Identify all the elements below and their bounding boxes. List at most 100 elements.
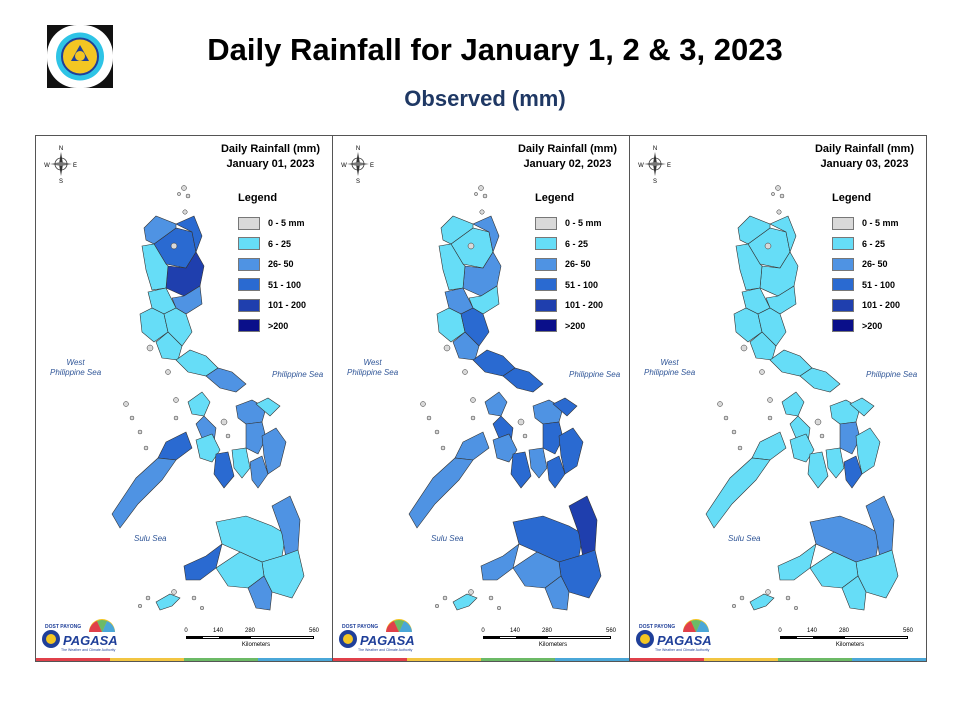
province-region	[438, 243, 466, 291]
color-stripe	[36, 658, 332, 661]
page-subtitle: Observed (mm)	[404, 86, 566, 111]
province-region	[472, 215, 500, 254]
province-region	[187, 391, 211, 417]
province-region	[215, 515, 287, 563]
legend-swatch	[832, 237, 854, 251]
small-island	[426, 415, 432, 421]
legend-item: 101 - 200	[535, 295, 627, 316]
small-island	[185, 193, 191, 199]
legend-item: 51 - 100	[535, 275, 627, 296]
sea-label-sulu: Sulu Sea	[431, 534, 464, 543]
scale-bar: 0 140 280 560 Kilometers	[481, 628, 623, 650]
small-island	[171, 589, 177, 595]
sea-label-sulu: Sulu Sea	[728, 534, 761, 543]
scale-tick-label: 560	[308, 628, 320, 634]
small-island	[767, 397, 773, 403]
province-region	[809, 515, 881, 563]
legend-swatch	[832, 298, 854, 312]
legend-label: 51 - 100	[862, 279, 896, 290]
province-region	[452, 331, 480, 361]
legend-swatch	[832, 319, 854, 333]
province-region	[155, 331, 183, 361]
small-island	[434, 603, 440, 609]
legend-swatch	[832, 278, 854, 292]
umbrella-icon	[89, 619, 115, 632]
province-region	[843, 455, 863, 489]
svg-text:W: W	[638, 163, 644, 169]
legend: Legend 0 - 5 mm 6 - 25 26- 50 51 - 100 101 -…	[535, 192, 627, 336]
province-region	[213, 451, 235, 489]
legend-item: 26- 50	[238, 254, 330, 275]
rainfall-map-jan-03: N S E W Daily Rainfall (mm) January 03, …	[630, 136, 926, 661]
small-island	[173, 415, 179, 421]
legend-label: 26- 50	[565, 259, 591, 270]
map-panel-date: January 02, 2023	[523, 158, 612, 170]
province-region	[111, 457, 177, 529]
scale-tick-label: 280	[838, 628, 850, 634]
small-island	[731, 429, 737, 435]
small-island	[814, 418, 822, 426]
province-region	[165, 251, 205, 297]
province-region	[484, 391, 508, 417]
small-island	[478, 185, 484, 191]
legend-item: 26- 50	[535, 254, 627, 275]
small-island	[434, 429, 440, 435]
small-island	[442, 595, 448, 601]
legend-label: 6 - 25	[862, 238, 886, 249]
small-island	[739, 595, 745, 601]
small-island	[793, 605, 799, 611]
small-island	[723, 415, 729, 421]
map-panel-title-line1: Daily Rainfall (mm)	[814, 143, 914, 155]
legend-swatch	[535, 237, 557, 251]
small-island	[731, 603, 737, 609]
scale-unit: Kilometers	[835, 642, 865, 648]
legend-label: 51 - 100	[565, 279, 599, 290]
small-island	[137, 603, 143, 609]
legend-swatch	[832, 216, 854, 230]
legend-item: 51 - 100	[238, 275, 330, 296]
legend-swatch	[535, 298, 557, 312]
province-region	[544, 575, 570, 611]
province-region	[512, 515, 584, 563]
small-island	[143, 445, 149, 451]
province-region	[183, 543, 223, 581]
province-region	[777, 543, 817, 581]
small-island	[170, 242, 178, 250]
small-island	[740, 344, 748, 352]
legend-label: 0 - 5 mm	[268, 218, 305, 229]
scale-unit: Kilometers	[241, 642, 271, 648]
legend-swatch	[238, 278, 260, 292]
small-island	[470, 397, 476, 403]
legend-swatch	[832, 257, 854, 271]
scale-tick-label: 0	[184, 628, 188, 634]
province-region	[807, 451, 829, 489]
legend-item: 26- 50	[832, 254, 924, 275]
map-panel-title: Daily Rainfall (mm) January 03, 2023	[815, 142, 914, 172]
province-region	[735, 243, 763, 291]
small-island	[759, 369, 765, 375]
legend-label: 6 - 25	[268, 238, 292, 249]
small-island	[440, 445, 446, 451]
philippines-map	[408, 185, 602, 611]
small-island	[129, 415, 135, 421]
province-region	[825, 447, 845, 479]
legend-item: 0 - 5 mm	[238, 213, 330, 234]
map-panel-date: January 03, 2023	[820, 158, 909, 170]
small-island	[467, 242, 475, 250]
svg-text:W: W	[44, 163, 50, 169]
small-island	[482, 193, 488, 199]
legend-label: >200	[862, 320, 883, 331]
rainfall-map-jan-02: N S E W Daily Rainfall (mm) January 02, …	[333, 136, 630, 661]
compass-rose-icon: N S E W	[341, 144, 375, 185]
compass-rose-icon: N S E W	[44, 144, 78, 185]
pagasa-brand-logo: DOST PAYONG PAGASA The Weather and Clima…	[633, 616, 713, 656]
small-island	[165, 369, 171, 375]
legend: Legend 0 - 5 mm 6 - 25 26- 50 51 - 100 101 -…	[832, 192, 924, 336]
small-island	[225, 433, 231, 439]
small-island	[199, 605, 205, 611]
legend-item: 6 - 25	[238, 234, 330, 255]
legend: Legend 0 - 5 mm 6 - 25 26- 50 51 - 100 101 -…	[238, 192, 330, 336]
legend-item: 0 - 5 mm	[832, 213, 924, 234]
province-region	[480, 543, 520, 581]
province-region	[247, 575, 273, 611]
